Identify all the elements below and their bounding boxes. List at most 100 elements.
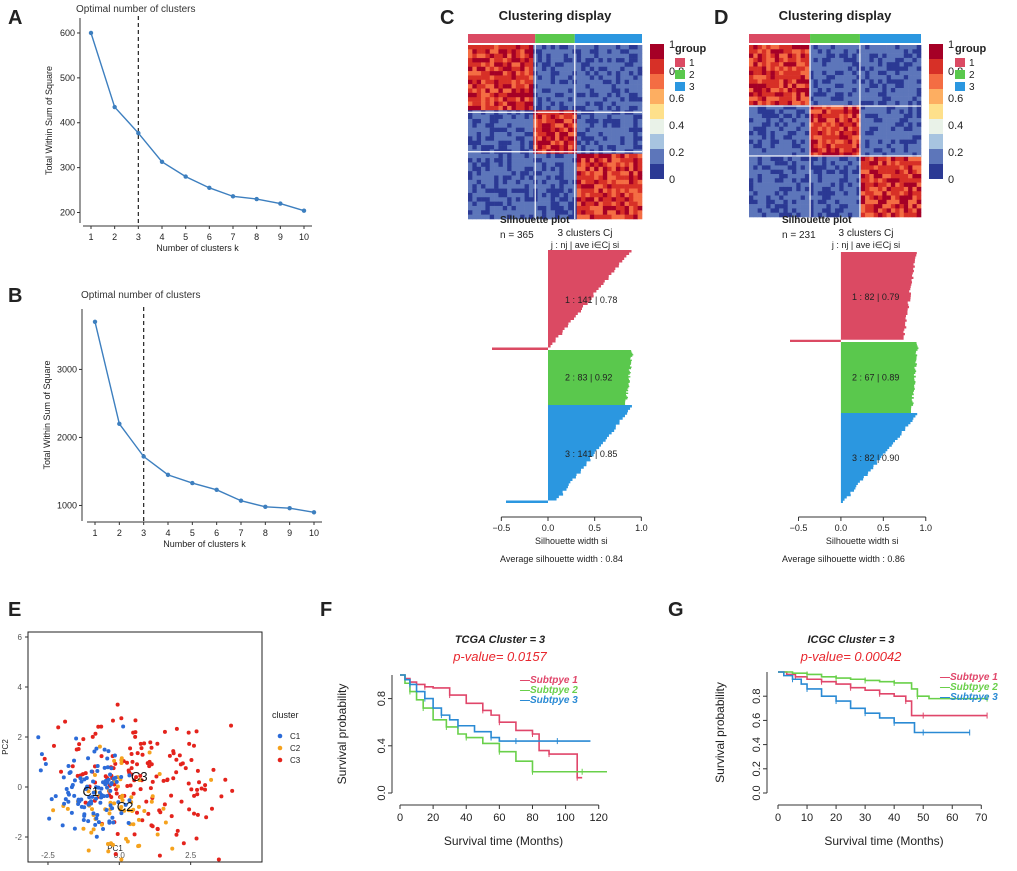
heatmap-cell: [485, 158, 491, 163]
y-tick-label: 500: [60, 73, 75, 83]
heatmap-cell: [770, 135, 776, 140]
pca-point-C3: [148, 740, 153, 745]
heatmap-cell: [817, 152, 823, 158]
heatmap-cell: [847, 195, 853, 201]
heatmap-cell: [792, 143, 797, 149]
heatmap-cell: [576, 145, 582, 150]
heatmap-cell: [865, 139, 870, 145]
heatmap-cell: [520, 97, 525, 102]
pca-point-C1: [72, 778, 77, 783]
heatmap-cell: [899, 161, 905, 166]
heatmap-cell: [809, 174, 814, 179]
heatmap-cell: [847, 148, 853, 153]
pca-point-C1: [107, 820, 112, 825]
heatmap-cell: [620, 79, 625, 85]
heatmap-cell: [594, 53, 599, 59]
heatmap-cell: [908, 195, 913, 201]
heatmap-cell: [856, 143, 862, 149]
heatmap-cell: [546, 188, 551, 194]
heatmap-cell: [633, 171, 638, 176]
heatmap-cell: [766, 83, 771, 89]
heatmap-cell: [895, 212, 900, 218]
heatmap-cell: [468, 97, 473, 102]
heatmap-cell: [594, 49, 599, 54]
heatmap-cell: [594, 153, 599, 159]
pca-point-C3: [219, 794, 224, 799]
pca-point-C2: [137, 777, 142, 782]
heatmap-cell: [620, 205, 625, 211]
heatmap-cell: [524, 66, 530, 72]
heatmap-cell: [796, 96, 801, 102]
heatmap-cell: [476, 197, 482, 202]
pca-point-C1: [91, 779, 96, 784]
heatmap-cell: [563, 62, 569, 68]
heatmap-cell: [507, 145, 512, 150]
heatmap-cell: [908, 118, 913, 123]
heatmap-cell: [779, 109, 784, 115]
heatmap-cell: [620, 175, 625, 181]
heatmap-cell: [830, 113, 836, 119]
heatmap-cell: [524, 127, 530, 133]
heatmap-cell: [489, 136, 495, 141]
heatmap-cell: [563, 145, 569, 150]
heatmap-cell: [485, 127, 491, 133]
heatmap-cell: [800, 126, 806, 132]
heatmap-cell: [770, 148, 776, 153]
heatmap-cell: [843, 208, 849, 213]
heatmap-cell: [585, 66, 591, 72]
legend-swatch: [955, 58, 965, 67]
heatmap-cell: [563, 58, 569, 63]
heatmap-cell: [779, 161, 784, 166]
heatmap-cell: [899, 148, 905, 153]
heatmap-cell: [757, 75, 763, 80]
km-legend-entry: —Subtpye 3: [939, 692, 998, 703]
heatmap-cell: [912, 178, 917, 183]
heatmap-cell: [620, 201, 625, 207]
heatmap-cell: [770, 62, 776, 67]
heatmap-cell: [633, 153, 638, 159]
km-curve-1: [778, 671, 988, 717]
heatmap-cell: [890, 169, 896, 175]
heatmap-cell: [594, 71, 599, 76]
heatmap-cell: [916, 204, 922, 209]
heatmap-cell: [860, 118, 866, 123]
heatmap-cell: [873, 152, 879, 158]
heatmap-cell: [817, 165, 823, 170]
y-tick-label: 0.4: [751, 737, 763, 752]
heatmap-cell: [624, 118, 630, 124]
heatmap-cell: [908, 135, 913, 140]
heatmap-cell: [637, 140, 643, 146]
heatmap-cell: [843, 79, 849, 84]
heatmap-cell: [873, 143, 879, 149]
heatmap-cell: [792, 182, 797, 188]
heatmap-cell: [912, 70, 917, 76]
heatmap-cell: [830, 156, 836, 162]
heatmap-cell: [498, 132, 504, 137]
silhouette-header: 3 clusters Cj: [838, 228, 893, 239]
heatmap-cell: [869, 109, 874, 115]
heatmap-cell: [783, 148, 788, 153]
heatmap-cell: [800, 161, 806, 166]
heatmap-cell: [908, 100, 913, 106]
heatmap-cell: [524, 114, 530, 120]
heatmap-cell: [628, 136, 634, 141]
heatmap-cell: [860, 195, 866, 201]
heatmap-cell: [869, 135, 874, 140]
heatmap-cell: [813, 92, 819, 97]
heatmap-cell: [895, 109, 900, 115]
heatmap-cell: [749, 199, 754, 205]
heatmap-cell: [757, 152, 763, 158]
heatmap-cell: [770, 208, 776, 213]
heatmap-cell: [615, 214, 621, 220]
heatmap-cell: [541, 58, 547, 63]
heatmap-cell: [903, 178, 909, 183]
heatmap-cell: [757, 49, 763, 54]
heatmap-cell: [598, 53, 604, 59]
heatmap-cell: [559, 114, 564, 120]
heatmap-cell: [576, 179, 582, 185]
heatmap-cell: [546, 123, 551, 128]
heatmap-cell: [822, 122, 827, 127]
heatmap-cell: [563, 179, 569, 185]
heatmap-cell: [607, 175, 612, 181]
heatmap-cell: [507, 62, 512, 68]
